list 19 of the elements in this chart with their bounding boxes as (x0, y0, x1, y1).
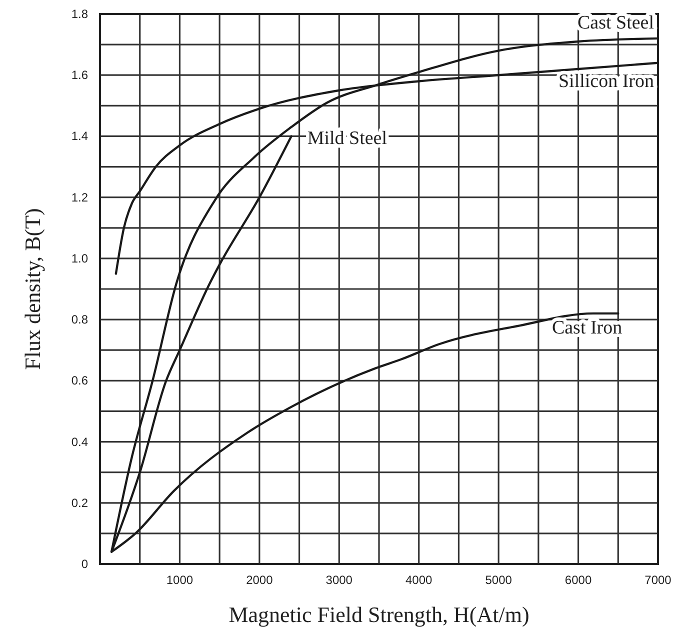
x-axis-title: Magnetic Field Strength, H(At/m) (228, 602, 530, 627)
x-tick-label: 7000 (644, 573, 672, 587)
y-tick-label: 0 (81, 557, 88, 571)
x-tick-label: 4000 (406, 573, 433, 587)
y-tick-label: 0.6 (71, 374, 88, 388)
x-tick-label: 3000 (326, 573, 353, 587)
y-tick-label: 1.2 (71, 190, 88, 204)
x-tick-label: 5000 (485, 573, 512, 587)
y-tick-label: 0.2 (71, 496, 88, 510)
x-tick-label: 6000 (564, 573, 592, 587)
x-tick-label: 1000 (166, 573, 194, 587)
y-tick-label: 0.4 (71, 434, 88, 449)
y-tick-label: 1.4 (71, 129, 88, 144)
y-tick-label: 1.0 (71, 251, 88, 266)
y-tick-label: 0.8 (71, 312, 88, 327)
y-axis-title: Flux density, B(T) (20, 208, 45, 370)
y-tick-label: 1.6 (71, 68, 88, 82)
x-tick-label: 2000 (246, 573, 274, 587)
y-tick-label: 1.8 (71, 7, 88, 21)
